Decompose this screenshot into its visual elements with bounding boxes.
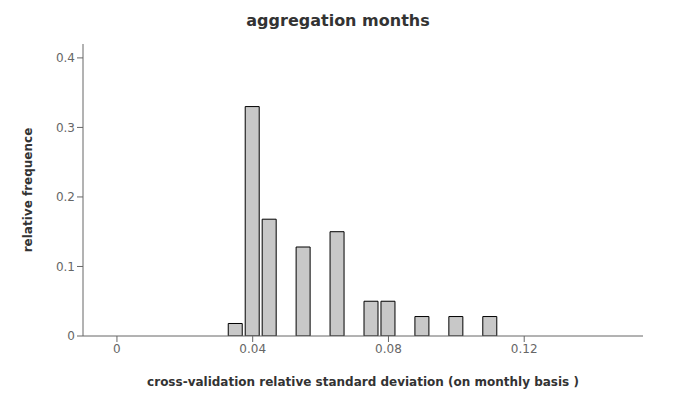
html-text:aggregation months: aggregation months: [246, 11, 430, 30]
svg-text:cross-validation relative stan: cross-validation relative standard devia…: [147, 375, 579, 389]
svg-text:0.3: 0.3: [56, 121, 75, 135]
svg-text:0: 0: [67, 329, 75, 343]
svg-text:0.04: 0.04: [239, 342, 266, 356]
svg-text:0.4: 0.4: [56, 51, 75, 65]
svg-text:0.2: 0.2: [56, 190, 75, 204]
svg-text:0.12: 0.12: [511, 342, 538, 356]
svg-text:0.08: 0.08: [375, 342, 402, 356]
svg-text:0: 0: [113, 342, 121, 356]
svg-text:relative frequence: relative frequence: [21, 128, 35, 253]
svg-text:0.1: 0.1: [56, 260, 75, 274]
